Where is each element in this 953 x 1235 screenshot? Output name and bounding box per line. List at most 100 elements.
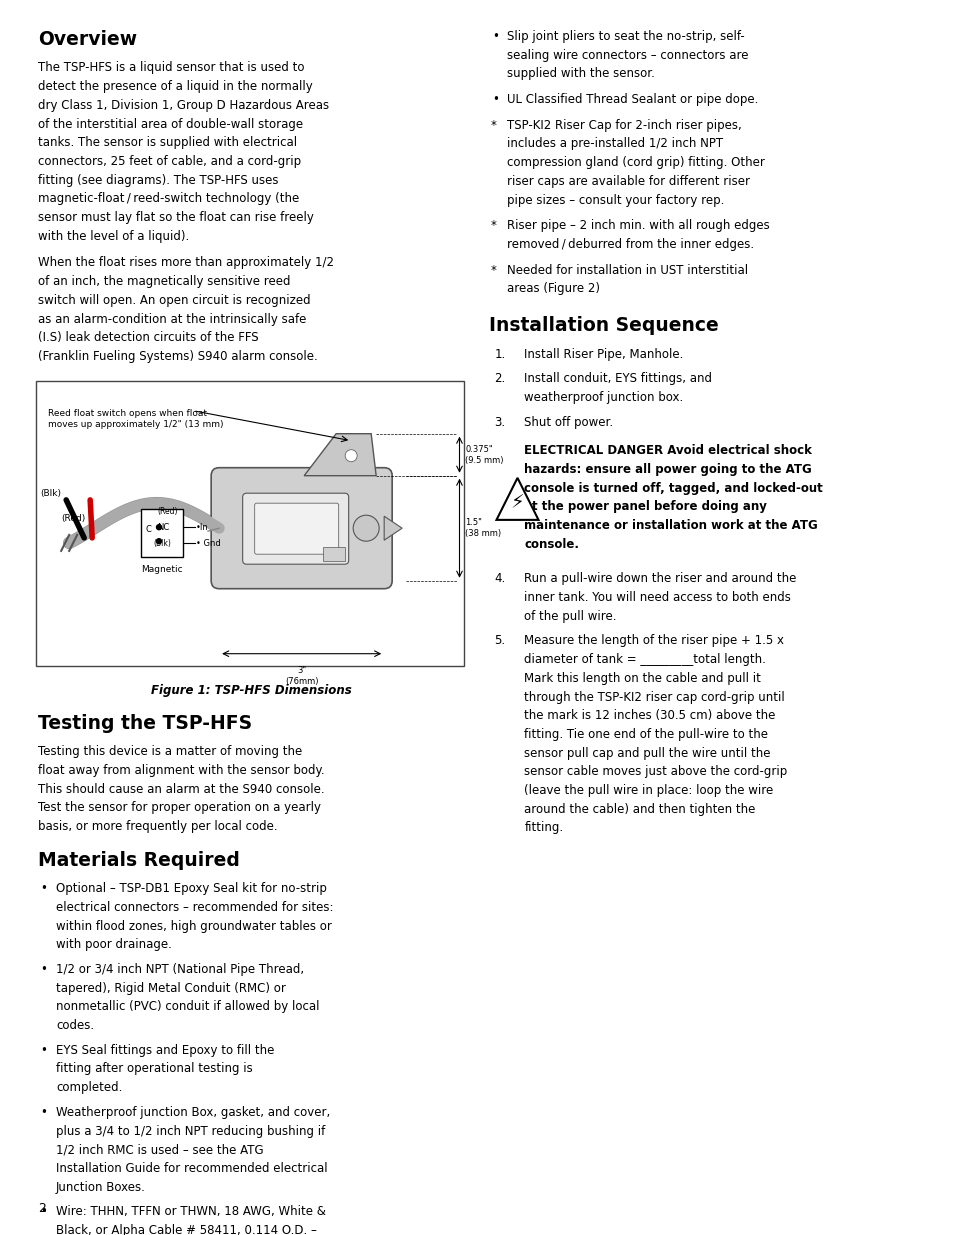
Circle shape xyxy=(345,450,356,462)
Text: diameter of tank = _________total length.: diameter of tank = _________total length… xyxy=(524,653,765,666)
Text: 3.: 3. xyxy=(494,416,505,429)
Text: supplied with the sensor.: supplied with the sensor. xyxy=(507,68,655,80)
Text: Magnetic: Magnetic xyxy=(141,566,183,574)
Text: TSP-KI2 Riser Cap for 2-inch riser pipes,: TSP-KI2 Riser Cap for 2-inch riser pipes… xyxy=(507,119,741,132)
Text: 5.: 5. xyxy=(494,635,505,647)
Text: UL Classified Thread Sealant or pipe dope.: UL Classified Thread Sealant or pipe dop… xyxy=(507,93,758,106)
Text: 3"
(76mm): 3" (76mm) xyxy=(285,666,318,685)
Text: Reed float switch opens when float
moves up approximately 1/2" (13 mm): Reed float switch opens when float moves… xyxy=(48,409,223,430)
Text: • Gnd: • Gnd xyxy=(195,538,220,547)
Text: within flood zones, high groundwater tables or: within flood zones, high groundwater tab… xyxy=(56,920,332,932)
Text: maintenance or installation work at the ATG: maintenance or installation work at the … xyxy=(524,519,818,532)
Text: (I.S) leak detection circuits of the FFS: (I.S) leak detection circuits of the FFS xyxy=(38,331,258,345)
Text: weatherproof junction box.: weatherproof junction box. xyxy=(524,391,683,404)
Circle shape xyxy=(353,515,378,541)
Text: with poor drainage.: with poor drainage. xyxy=(56,939,172,951)
Text: *: * xyxy=(490,220,496,232)
Text: the mark is 12 inches (30.5 cm) above the: the mark is 12 inches (30.5 cm) above th… xyxy=(524,709,775,722)
Text: Install Riser Pipe, Manhole.: Install Riser Pipe, Manhole. xyxy=(524,347,683,361)
Text: 4.: 4. xyxy=(494,572,505,585)
Text: nonmetallic (PVC) conduit if allowed by local: nonmetallic (PVC) conduit if allowed by … xyxy=(56,1000,319,1014)
Text: basis, or more frequently per local code.: basis, or more frequently per local code… xyxy=(38,820,277,832)
Text: (Blk): (Blk) xyxy=(40,489,61,498)
Circle shape xyxy=(156,525,161,530)
Text: console.: console. xyxy=(524,538,578,551)
Text: Testing this device is a matter of moving the: Testing this device is a matter of movin… xyxy=(38,745,302,758)
Text: Run a pull-wire down the riser and around the: Run a pull-wire down the riser and aroun… xyxy=(524,572,796,585)
Text: of an inch, the magnetically sensitive reed: of an inch, the magnetically sensitive r… xyxy=(38,275,291,288)
Text: Slip joint pliers to seat the no-strip, self-: Slip joint pliers to seat the no-strip, … xyxy=(507,30,744,43)
Text: C: C xyxy=(145,525,151,534)
Text: Testing the TSP-HFS: Testing the TSP-HFS xyxy=(38,714,252,732)
Text: through the TSP-KI2 riser cap cord-grip until: through the TSP-KI2 riser cap cord-grip … xyxy=(524,690,784,704)
Text: inner tank. You will need access to both ends: inner tank. You will need access to both… xyxy=(524,592,791,604)
Bar xyxy=(36,380,464,666)
Bar xyxy=(141,509,183,557)
Text: 1/2 or 3/4 inch NPT (National Pipe Thread,: 1/2 or 3/4 inch NPT (National Pipe Threa… xyxy=(56,963,304,976)
Text: of the interstitial area of double-wall storage: of the interstitial area of double-wall … xyxy=(38,117,303,131)
Text: electrical connectors – recommended for sites:: electrical connectors – recommended for … xyxy=(56,900,334,914)
Text: sealing wire connectors – connectors are: sealing wire connectors – connectors are xyxy=(507,48,748,62)
Text: 2: 2 xyxy=(38,1202,46,1215)
Text: fitting after operational testing is: fitting after operational testing is xyxy=(56,1062,253,1076)
Text: fitting.: fitting. xyxy=(524,821,563,835)
Text: dry Class 1, Division 1, Group D Hazardous Areas: dry Class 1, Division 1, Group D Hazardo… xyxy=(38,99,329,112)
Text: (Red): (Red) xyxy=(157,506,177,516)
FancyBboxPatch shape xyxy=(211,468,392,589)
Text: removed / deburred from the inner edges.: removed / deburred from the inner edges. xyxy=(507,238,754,251)
Text: console is turned off, tagged, and locked-out: console is turned off, tagged, and locke… xyxy=(524,482,822,495)
Text: (Franklin Fueling Systems) S940 alarm console.: (Franklin Fueling Systems) S940 alarm co… xyxy=(38,350,317,363)
Text: ELECTRICAL DANGER Avoid electrical shock: ELECTRICAL DANGER Avoid electrical shock xyxy=(524,445,812,457)
Text: Measure the length of the riser pipe + 1.5 x: Measure the length of the riser pipe + 1… xyxy=(524,635,783,647)
Text: Materials Required: Materials Required xyxy=(38,851,239,869)
Text: completed.: completed. xyxy=(56,1081,122,1094)
Text: magnetic-float / reed-switch technology (the: magnetic-float / reed-switch technology … xyxy=(38,193,299,205)
Text: as an alarm-condition at the intrinsically safe: as an alarm-condition at the intrinsical… xyxy=(38,312,306,326)
Text: •: • xyxy=(41,1105,48,1119)
Text: float away from alignment with the sensor body.: float away from alignment with the senso… xyxy=(38,764,324,777)
FancyBboxPatch shape xyxy=(254,503,338,555)
Text: ⚡: ⚡ xyxy=(510,493,524,511)
Polygon shape xyxy=(496,478,537,520)
Text: 1.: 1. xyxy=(494,347,505,361)
Text: •: • xyxy=(41,882,48,895)
Text: of the pull wire.: of the pull wire. xyxy=(524,610,617,622)
Text: (Blk): (Blk) xyxy=(152,538,171,547)
Text: Weatherproof junction Box, gasket, and cover,: Weatherproof junction Box, gasket, and c… xyxy=(56,1105,330,1119)
Text: includes a pre-installed 1/2 inch NPT: includes a pre-installed 1/2 inch NPT xyxy=(507,137,723,151)
Polygon shape xyxy=(384,516,402,540)
Text: Figure 1: TSP-HFS Dimensions: Figure 1: TSP-HFS Dimensions xyxy=(151,684,352,697)
Text: 0.375"
(9.5 mm): 0.375" (9.5 mm) xyxy=(465,445,503,464)
Text: sensor must lay flat so the float can rise freely: sensor must lay flat so the float can ri… xyxy=(38,211,314,224)
Text: areas (Figure 2): areas (Figure 2) xyxy=(507,283,599,295)
Text: hazards: ensure all power going to the ATG: hazards: ensure all power going to the A… xyxy=(524,463,811,477)
Text: compression gland (cord grip) fitting. Other: compression gland (cord grip) fitting. O… xyxy=(507,156,764,169)
Text: Shut off power.: Shut off power. xyxy=(524,416,613,429)
Text: switch will open. An open circuit is recognized: switch will open. An open circuit is rec… xyxy=(38,294,311,308)
FancyBboxPatch shape xyxy=(242,493,348,564)
Text: Optional – TSP-DB1 Epoxy Seal kit for no-strip: Optional – TSP-DB1 Epoxy Seal kit for no… xyxy=(56,882,327,895)
Text: sensor cable moves just above the cord-grip: sensor cable moves just above the cord-g… xyxy=(524,766,787,778)
Text: Needed for installation in UST interstitial: Needed for installation in UST interstit… xyxy=(507,264,748,277)
Text: •: • xyxy=(492,93,498,106)
Polygon shape xyxy=(304,433,375,475)
Text: 1/2 inch RMC is used – see the ATG: 1/2 inch RMC is used – see the ATG xyxy=(56,1144,263,1156)
Text: tanks. The sensor is supplied with electrical: tanks. The sensor is supplied with elect… xyxy=(38,136,296,149)
Text: plus a 3/4 to 1/2 inch NPT reducing bushing if: plus a 3/4 to 1/2 inch NPT reducing bush… xyxy=(56,1125,325,1137)
Text: Installation Guide for recommended electrical: Installation Guide for recommended elect… xyxy=(56,1162,327,1174)
Text: *: * xyxy=(490,264,496,277)
Text: detect the presence of a liquid in the normally: detect the presence of a liquid in the n… xyxy=(38,80,313,93)
Text: Overview: Overview xyxy=(38,30,137,49)
Circle shape xyxy=(156,538,161,543)
Text: This should cause an alarm at the S940 console.: This should cause an alarm at the S940 c… xyxy=(38,783,324,795)
Text: sensor pull cap and pull the wire until the: sensor pull cap and pull the wire until … xyxy=(524,747,770,760)
Text: Install conduit, EYS fittings, and: Install conduit, EYS fittings, and xyxy=(524,372,712,385)
Text: riser caps are available for different riser: riser caps are available for different r… xyxy=(507,175,750,188)
Text: fitting (see diagrams). The TSP-HFS uses: fitting (see diagrams). The TSP-HFS uses xyxy=(38,174,278,186)
Text: Test the sensor for proper operation on a yearly: Test the sensor for proper operation on … xyxy=(38,802,320,814)
Text: connectors, 25 feet of cable, and a cord-grip: connectors, 25 feet of cable, and a cord… xyxy=(38,156,301,168)
Text: •: • xyxy=(41,1044,48,1057)
Text: •: • xyxy=(492,30,498,43)
Text: at the power panel before doing any: at the power panel before doing any xyxy=(524,500,766,514)
Text: pipe sizes – consult your factory rep.: pipe sizes – consult your factory rep. xyxy=(507,194,724,206)
